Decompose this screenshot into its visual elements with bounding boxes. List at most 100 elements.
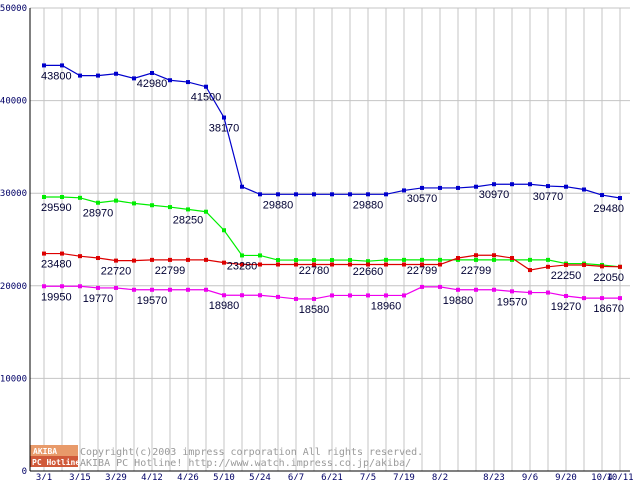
- data-point: [438, 262, 442, 267]
- data-label: 18670: [593, 303, 624, 315]
- data-point: [60, 63, 64, 68]
- x-tick-label: 9/20: [555, 473, 577, 480]
- data-label: 23480: [41, 259, 72, 271]
- data-point: [132, 258, 136, 263]
- x-tick-label: 7/5: [360, 473, 376, 480]
- data-point: [564, 293, 568, 298]
- data-point: [96, 200, 100, 205]
- data-point: [114, 198, 118, 203]
- data-label: 28970: [83, 208, 114, 220]
- data-point: [474, 253, 478, 258]
- data-point: [78, 254, 82, 259]
- y-tick-label: 40000: [0, 97, 27, 107]
- data-point: [258, 192, 262, 197]
- data-point: [366, 259, 370, 264]
- x-tick-label: 7/19: [393, 473, 415, 480]
- data-point: [438, 284, 442, 289]
- data-point: [186, 207, 190, 212]
- logo-bottom-text: PC Hotline!: [32, 457, 85, 467]
- data-point: [546, 184, 550, 189]
- data-point: [60, 284, 64, 289]
- data-label: 22250: [551, 270, 582, 282]
- data-point: [366, 293, 370, 298]
- data-point: [402, 188, 406, 193]
- data-point: [204, 287, 208, 292]
- data-point: [78, 195, 82, 200]
- data-label: 30770: [533, 191, 564, 203]
- data-label: 30570: [407, 193, 438, 205]
- data-point: [240, 184, 244, 189]
- data-label: 41500: [191, 92, 222, 104]
- data-point: [312, 296, 316, 301]
- x-tick-label: 3/15: [69, 473, 91, 480]
- data-point: [348, 293, 352, 298]
- data-point: [96, 256, 100, 261]
- data-point: [330, 262, 334, 267]
- data-label: 22780: [299, 265, 330, 277]
- data-label: 22720: [101, 266, 132, 278]
- y-tick-label: 30000: [0, 189, 27, 199]
- data-point: [600, 296, 604, 301]
- y-tick-label: 50000: [0, 4, 27, 14]
- data-point: [222, 260, 226, 265]
- data-label: 22799: [407, 265, 438, 277]
- data-label: 19570: [137, 295, 168, 307]
- data-label: 19880: [443, 295, 474, 307]
- data-label: 43800: [41, 70, 72, 82]
- data-point: [96, 73, 100, 78]
- data-point: [132, 201, 136, 206]
- data-point: [330, 192, 334, 197]
- data-label: 22799: [155, 265, 186, 277]
- data-point: [294, 262, 298, 267]
- logo-top-text: AKIBA: [33, 447, 57, 456]
- x-tick-label: 4/12: [141, 473, 163, 480]
- x-tick-label: 9/6: [522, 473, 538, 480]
- data-point: [186, 80, 190, 85]
- data-point: [618, 264, 622, 269]
- data-point: [114, 71, 118, 76]
- series-lines: [42, 63, 622, 301]
- y-tick-label: 20000: [0, 282, 27, 292]
- data-point: [528, 182, 532, 187]
- y-axis-ticks: 0 10000 20000 30000 40000 50000: [0, 4, 27, 477]
- x-tick-label: 6/21: [321, 473, 343, 480]
- data-point: [42, 284, 46, 289]
- data-label: 38170: [209, 123, 240, 135]
- data-point: [276, 192, 280, 197]
- series-2: [42, 251, 622, 273]
- data-point: [96, 285, 100, 290]
- data-point: [276, 262, 280, 267]
- data-point: [240, 253, 244, 258]
- data-point: [150, 287, 154, 292]
- data-point: [384, 192, 388, 197]
- data-label: 30970: [479, 189, 510, 201]
- data-point: [600, 193, 604, 198]
- data-point: [204, 84, 208, 89]
- data-point: [168, 205, 172, 210]
- data-point: [600, 264, 604, 269]
- data-point: [114, 258, 118, 263]
- data-point: [132, 287, 136, 292]
- data-point: [402, 257, 406, 262]
- data-point: [420, 284, 424, 289]
- data-point: [240, 262, 244, 267]
- data-point: [528, 268, 532, 273]
- data-point: [42, 251, 46, 256]
- data-point: [366, 192, 370, 197]
- data-point: [546, 290, 550, 295]
- plot-background: [30, 8, 630, 471]
- data-point: [618, 296, 622, 301]
- data-label: 22050: [593, 272, 624, 284]
- data-point: [492, 253, 496, 258]
- data-point: [186, 257, 190, 262]
- data-label: 28250: [173, 214, 204, 226]
- data-label: 22799: [461, 265, 492, 277]
- data-point: [60, 251, 64, 256]
- data-point: [150, 257, 154, 262]
- data-point: [240, 293, 244, 298]
- data-point: [204, 209, 208, 214]
- data-label: 18580: [299, 304, 330, 316]
- data-label: 22660: [353, 266, 384, 278]
- akiba-logo: AKIBA PC Hotline!: [30, 445, 85, 467]
- data-point: [618, 196, 622, 201]
